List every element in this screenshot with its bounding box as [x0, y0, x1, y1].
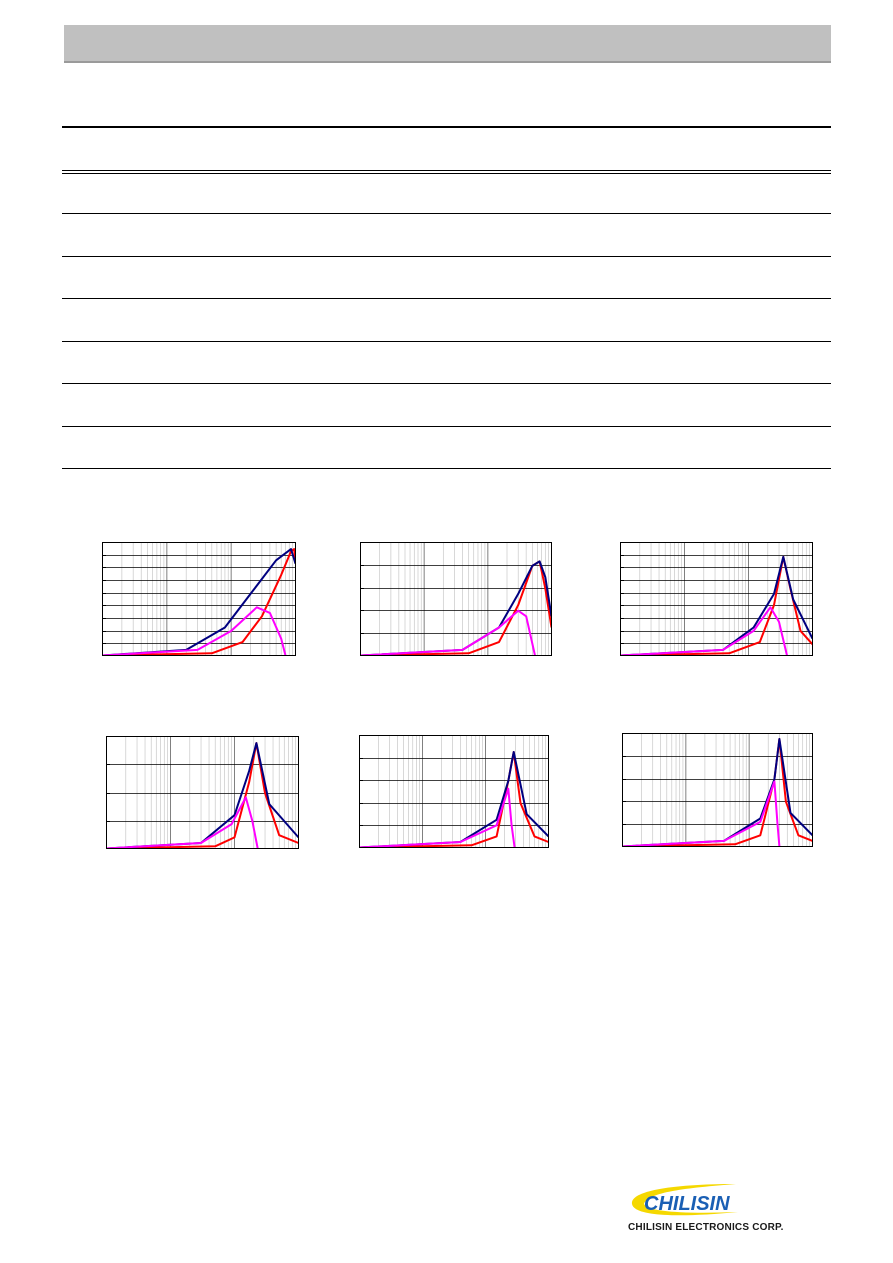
logo-swoosh-icon [631, 1184, 738, 1216]
series-x-line [622, 780, 781, 847]
table-row-rule [62, 298, 831, 299]
header-bar [64, 25, 831, 63]
impedance-chart-4 [106, 736, 299, 849]
table-header-rule-double [62, 173, 831, 174]
table-row-rule [62, 341, 831, 342]
series-z-line [620, 555, 813, 656]
table-top-rule [62, 126, 831, 128]
chart-plot-area [620, 542, 813, 656]
series-x-line [359, 787, 516, 848]
table-row-rule [62, 426, 831, 427]
company-name: CHILISIN ELECTRONICS CORP. [628, 1222, 784, 1233]
impedance-chart-3 [620, 542, 813, 656]
chart-frame [360, 542, 552, 656]
series-z-line [622, 738, 813, 847]
series-r-line [106, 742, 299, 849]
table-bottom-rule [62, 468, 831, 469]
series-x-line [106, 796, 259, 849]
table-row-rule [62, 383, 831, 384]
chart-plot-area [359, 735, 549, 848]
logo-wordmark: CHILISIN [644, 1193, 730, 1215]
chart-plot-area [622, 733, 813, 847]
chart-frame [359, 735, 549, 848]
series-x-line [620, 606, 788, 656]
chart-plot-area [360, 542, 552, 656]
series-z-line [359, 751, 549, 848]
chart-plot-area [106, 736, 299, 849]
chart-frame [622, 733, 813, 847]
series-z-line [102, 548, 296, 656]
chart-frame [106, 736, 299, 849]
series-r-line [102, 548, 296, 656]
impedance-chart-5 [359, 735, 549, 848]
table-row-rule [62, 256, 831, 257]
table-header-rule [62, 170, 831, 171]
company-logo: CHILISIN [631, 1184, 738, 1216]
series-x-line [360, 609, 536, 656]
series-x-line [102, 606, 287, 656]
series-z-line [360, 560, 552, 656]
chart-plot-area [102, 542, 296, 656]
impedance-chart-1 [102, 542, 296, 656]
impedance-chart-2 [360, 542, 552, 656]
chart-frame [102, 542, 296, 656]
series-z-line [106, 742, 299, 849]
chart-frame [620, 542, 813, 656]
table-row-rule [62, 213, 831, 214]
impedance-chart-6 [622, 733, 813, 847]
series-r-line [360, 560, 552, 656]
